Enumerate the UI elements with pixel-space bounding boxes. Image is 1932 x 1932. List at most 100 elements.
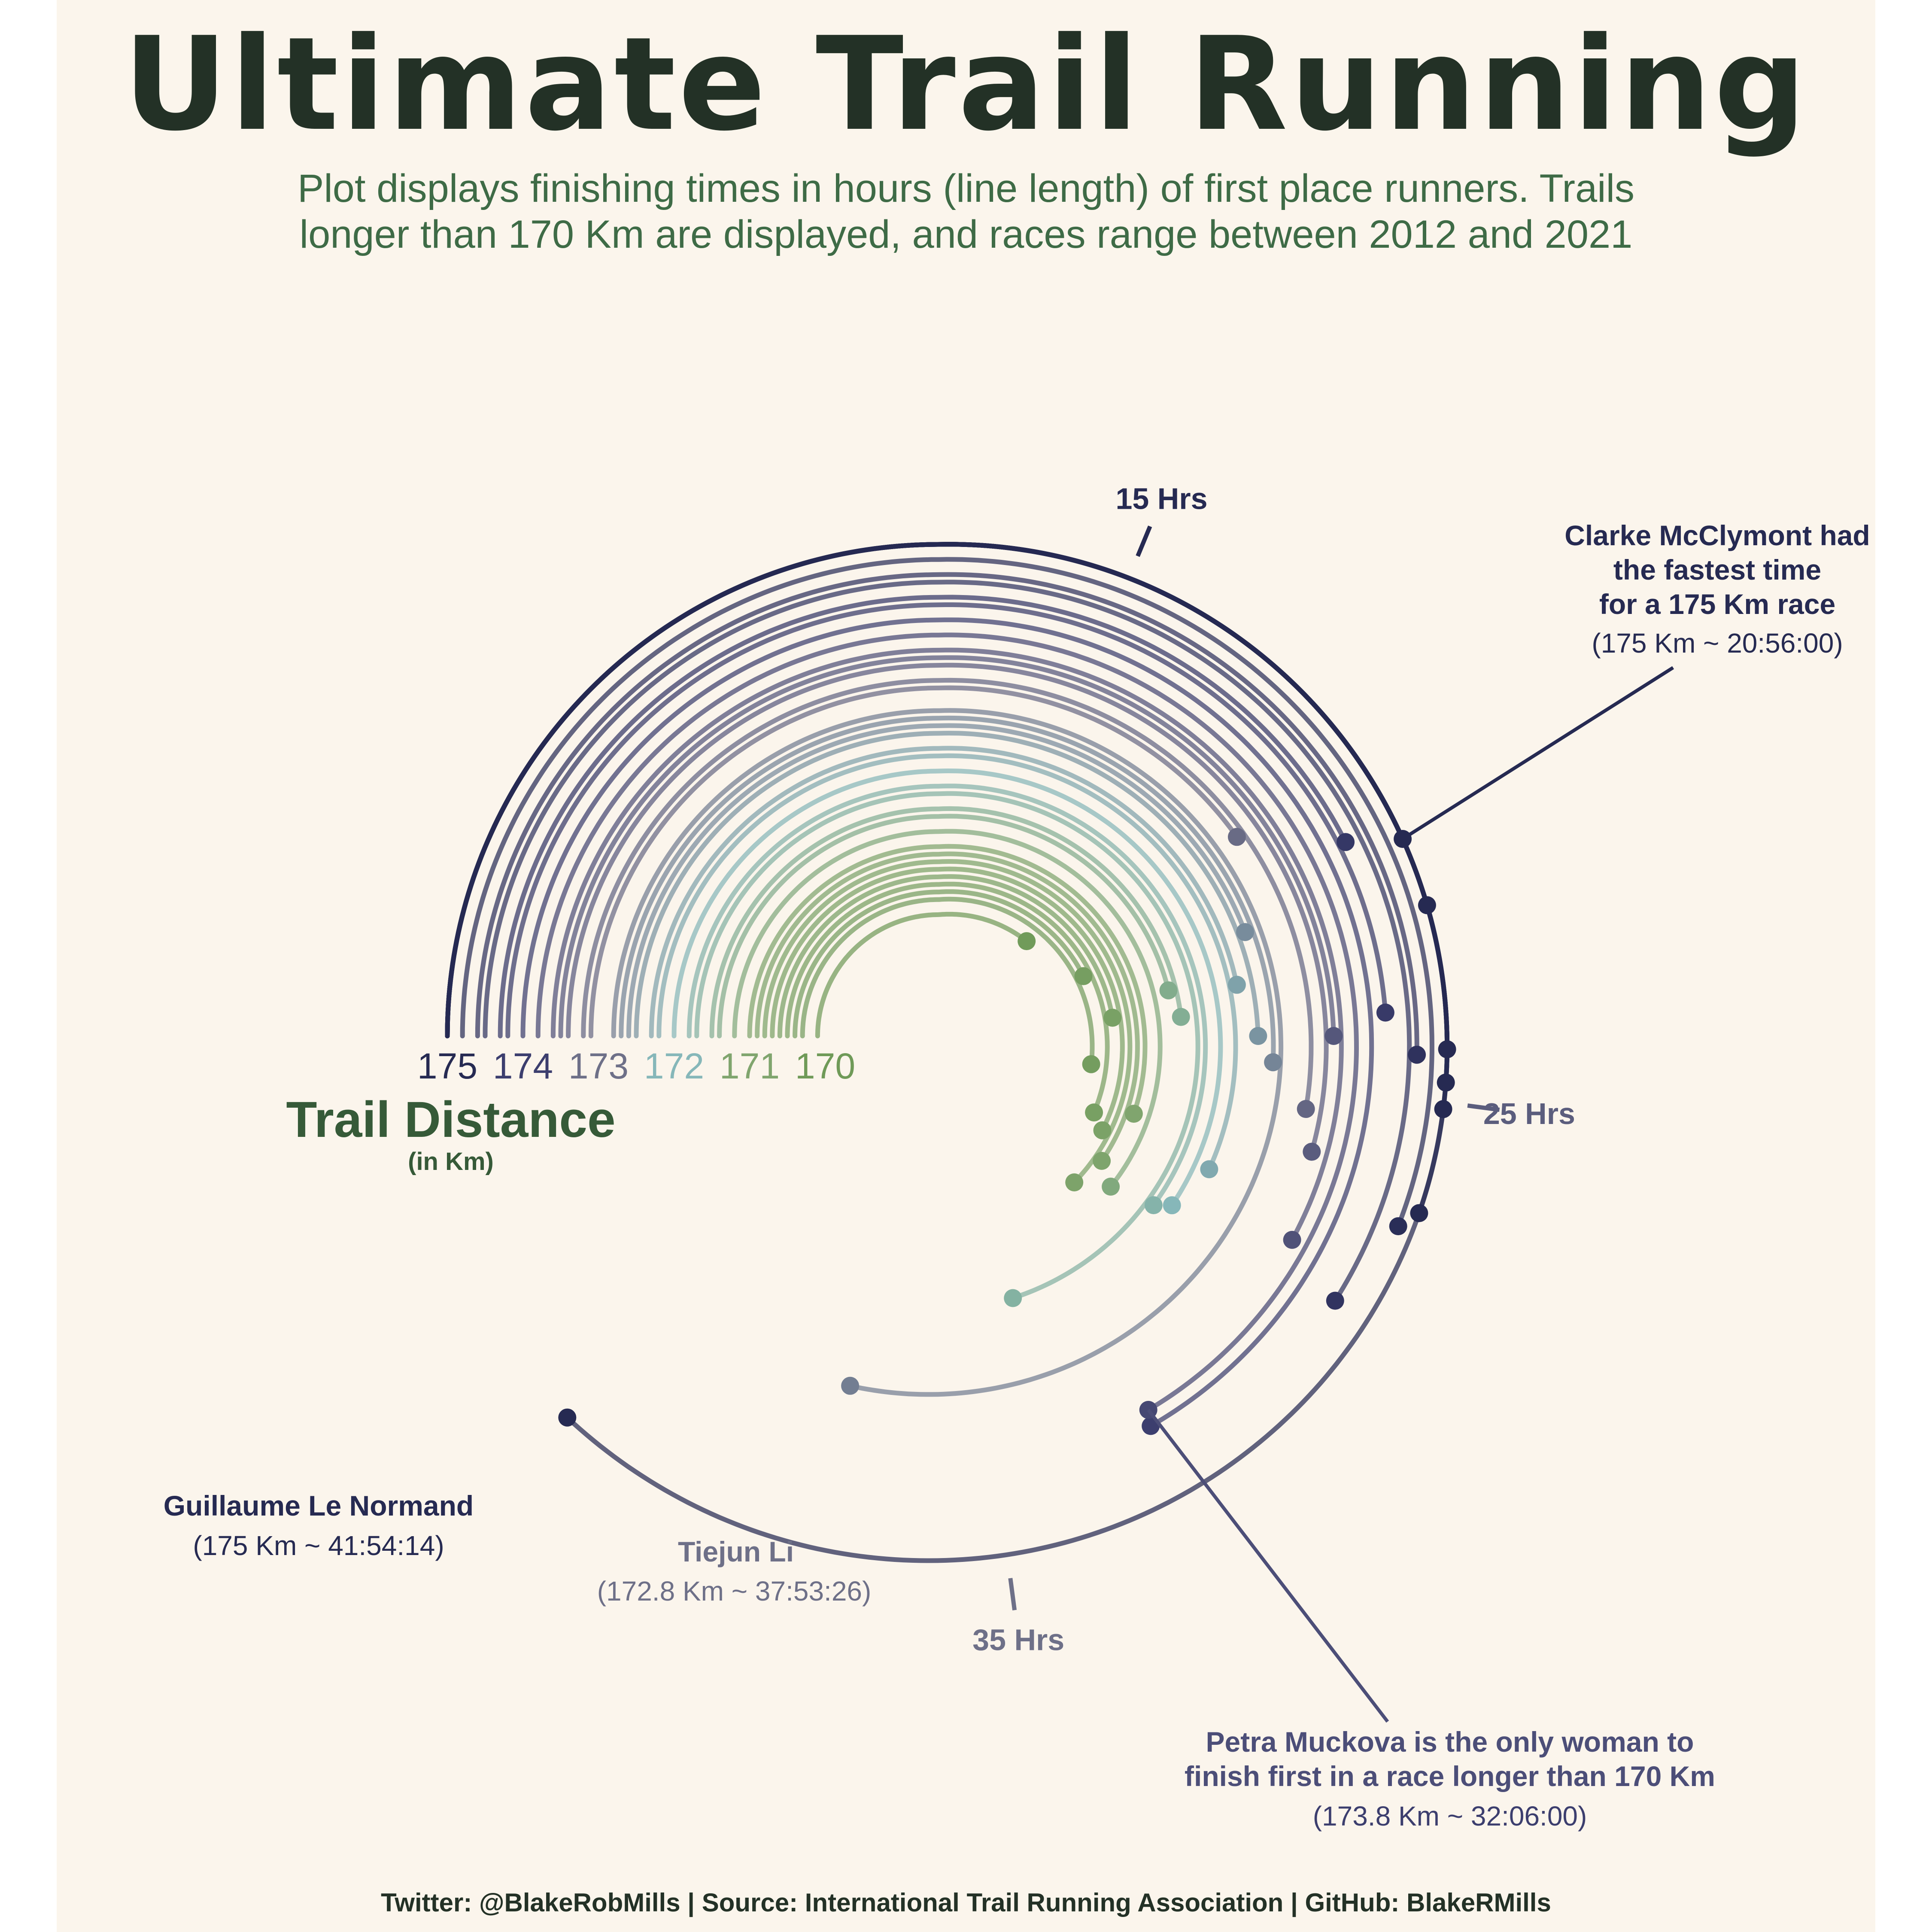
race-endpoint-2 [1438, 1040, 1456, 1058]
race-endpoint-16 [1303, 1142, 1321, 1161]
caption: Twitter: @BlakeRobMills | Source: Intern… [381, 1888, 1551, 1917]
race-endpoint-30 [1102, 1177, 1120, 1196]
chart-subtitle-line-1: Plot displays finishing times in hours (… [298, 167, 1634, 210]
poster: Ultimate Trail Running Plot displays fin… [57, 0, 1875, 1932]
race-endpoint-34 [1093, 1121, 1112, 1139]
race-endpoint-21 [1236, 923, 1254, 941]
annotation-petra-line-2: finish first in a race longer than 170 K… [1185, 1760, 1715, 1792]
time-tick-label-15: 15 Hrs [1115, 482, 1207, 515]
race-arc-26 [687, 784, 1208, 1208]
annotation-clarke-leader [1401, 666, 1674, 841]
race-endpoint-24 [1200, 1160, 1218, 1179]
time-tick-15 [1136, 526, 1152, 557]
race-arc-21 [626, 723, 1248, 1039]
race-arc-15 [558, 655, 1336, 1039]
annotation-petra: Petra Muckova is the only woman to finis… [1147, 1409, 1715, 1832]
race-arc-9 [483, 580, 1412, 1303]
race-endpoint-17 [1297, 1100, 1315, 1118]
race-endpoint-29 [1159, 981, 1178, 999]
race-endpoint-1 [1437, 1073, 1455, 1092]
distance-axis-title: Trail Distance [286, 1091, 615, 1148]
race-arc-23 [649, 746, 1239, 1039]
race-endpoint-0 [1434, 1100, 1452, 1118]
annotations-layer: Clarke McClymont had the fastest time fo… [164, 519, 1870, 1832]
distance-tick-172: 172 [644, 1046, 704, 1086]
race-endpoint-26 [1144, 1196, 1163, 1215]
race-endpoint-35 [1103, 1009, 1122, 1027]
annotation-tiejun-detail: (172.8 Km ~ 37:53:26) [597, 1576, 872, 1607]
annotation-clarke-detail: (175 Km ~ 20:56:00) [1592, 628, 1843, 659]
race-arc-19 [611, 708, 1284, 1397]
race-arc-7 [460, 557, 1434, 1229]
race-endpoint-9 [1326, 1291, 1344, 1310]
race-endpoint-33 [1065, 1173, 1084, 1191]
race-endpoint-23 [1227, 975, 1246, 994]
race-arc-29 [717, 814, 1171, 1039]
race-arc-10 [498, 595, 1348, 1039]
race-endpoint-3 [1418, 896, 1436, 914]
race-arc-33 [762, 859, 1133, 1185]
race-arc-22 [634, 731, 1261, 1039]
time-tick-label-35: 35 Hrs [972, 1623, 1064, 1657]
race-endpoint-15 [1324, 1027, 1343, 1045]
race-arc-12 [520, 617, 1374, 1428]
time-tick-35 [1008, 1578, 1017, 1610]
race-endpoint-36 [1085, 1103, 1103, 1122]
race-arc-17 [581, 677, 1314, 1112]
annotation-clarke-line-2: the fastest time [1613, 554, 1821, 586]
chart-title: Ultimate Trail Running [123, 9, 1809, 159]
distance-axis-subtitle: (in Km) [408, 1148, 494, 1176]
race-arc-32 [755, 851, 1140, 1163]
race-endpoint-10 [1337, 833, 1355, 851]
race-endpoint-5 [1410, 1204, 1428, 1222]
race-arc-14 [550, 647, 1344, 1242]
chart: Ultimate Trail Running Plot displays fin… [123, 9, 1870, 1917]
race-endpoint-38 [1082, 1055, 1100, 1073]
annotation-tiejun: Tiejun Li (172.8 Km ~ 37:53:26) [597, 1536, 872, 1607]
race-endpoint-22 [1249, 1027, 1267, 1045]
annotation-petra-leader [1147, 1409, 1389, 1723]
distance-tick-171: 171 [720, 1046, 780, 1086]
annotation-clarke: Clarke McClymont had the fastest time fo… [1401, 519, 1870, 841]
annotation-petra-detail: (173.8 Km ~ 32:06:00) [1313, 1801, 1587, 1832]
annotation-clarke-line-3: for a 175 Km race [1599, 588, 1835, 620]
race-endpoint-11 [1376, 1003, 1394, 1022]
race-arc-37 [793, 889, 1086, 1039]
distance-tick-174: 174 [493, 1046, 553, 1086]
race-arc-36 [785, 881, 1110, 1115]
race-endpoint-6 [558, 1408, 577, 1427]
race-arc-35 [777, 874, 1115, 1039]
chart-subtitle-line-2: longer than 170 Km are displayed, and ra… [300, 213, 1633, 256]
race-endpoint-27 [1004, 1289, 1022, 1307]
distance-tick-170: 170 [795, 1046, 855, 1086]
race-endpoint-39 [1018, 932, 1036, 951]
annotation-tiejun-line-1: Tiejun Li [678, 1536, 794, 1567]
race-endpoint-25 [1163, 1196, 1181, 1215]
race-endpoint-28 [1172, 1008, 1190, 1026]
race-arc-13 [535, 632, 1359, 1413]
race-endpoint-37 [1074, 967, 1093, 985]
time-ticks-layer: 15 Hrs 25 Hrs 35 Hrs [972, 482, 1575, 1656]
annotation-petra-line-1: Petra Muckova is the only woman to [1206, 1726, 1694, 1758]
race-endpoint-18 [1227, 828, 1246, 846]
distance-tick-175: 175 [417, 1046, 477, 1086]
race-arc-1 [445, 542, 1450, 1085]
time-tick-label-25: 25 Hrs [1483, 1097, 1575, 1130]
race-arc-30 [732, 829, 1163, 1189]
race-arc-28 [709, 806, 1184, 1039]
race-endpoint-32 [1093, 1151, 1111, 1170]
race-endpoint-31 [1124, 1105, 1143, 1123]
race-arc-25 [671, 768, 1223, 1208]
race-endpoint-19 [841, 1376, 860, 1395]
distance-labels-layer: 175 174 173 172 171 170 [417, 1046, 855, 1086]
race-arc-16 [566, 662, 1329, 1154]
race-endpoint-8 [1408, 1045, 1426, 1064]
race-arc-31 [747, 844, 1148, 1116]
race-endpoint-7 [1389, 1217, 1407, 1236]
annotation-guillaume-line-1: Guillaume Le Normand [164, 1490, 474, 1522]
race-arc-18 [588, 685, 1239, 1039]
annotation-clarke-line-1: Clarke McClymont had [1564, 519, 1870, 551]
annotation-guillaume: Guillaume Le Normand (175 Km ~ 41:54:14) [164, 1490, 474, 1561]
race-arc-27 [694, 791, 1200, 1300]
race-arc-8 [475, 572, 1419, 1057]
